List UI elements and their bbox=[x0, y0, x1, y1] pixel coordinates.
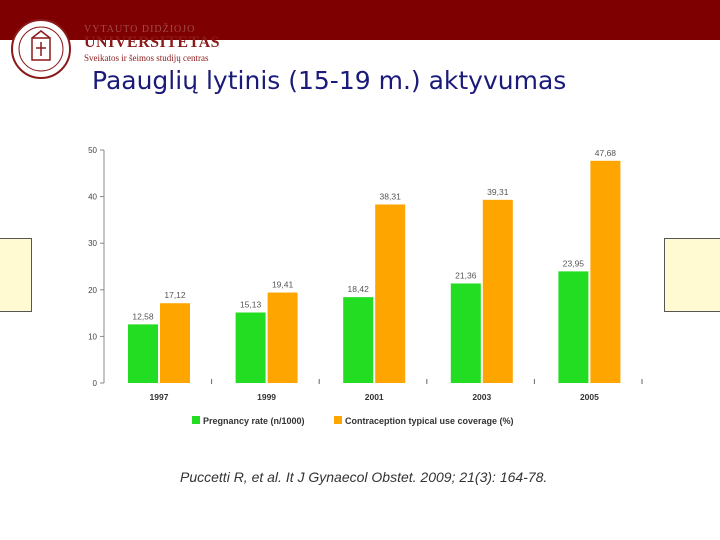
contraception-bar bbox=[160, 303, 190, 383]
pregnancy-bar bbox=[450, 283, 481, 383]
top-banner bbox=[0, 0, 720, 40]
pregnancy-value-label: 15,13 bbox=[240, 299, 262, 309]
university-wordmark: VYTAUTO DIDŽIOJO UNIVERSITETAS Sveikatos… bbox=[84, 24, 220, 63]
x-category-label: 2001 bbox=[365, 392, 384, 402]
contraception-bar bbox=[482, 199, 513, 383]
pregnancy-bar bbox=[128, 324, 158, 383]
legend-label-pregnancy: Pregnancy rate (n/1000) bbox=[203, 416, 305, 426]
contraception-value-label: 19,41 bbox=[272, 280, 294, 290]
pregnancy-bar bbox=[235, 312, 266, 383]
x-category-label: 2005 bbox=[580, 392, 599, 402]
legend-label-contraception: Contraception typical use coverage (%) bbox=[345, 416, 514, 426]
university-subtitle: Sveikatos ir šeimos studijų centras bbox=[84, 53, 209, 63]
y-tick-label: 50 bbox=[88, 146, 97, 155]
y-tick-label: 40 bbox=[88, 193, 97, 202]
citation: Puccetti R, et al. It J Gynaecol Obstet.… bbox=[180, 469, 548, 485]
contraception-bar bbox=[375, 204, 406, 383]
contraception-value-label: 39,31 bbox=[487, 187, 509, 197]
contraception-value-label: 47,68 bbox=[595, 148, 617, 158]
contraception-bar bbox=[590, 160, 621, 383]
university-top-line: VYTAUTO DIDŽIOJO bbox=[84, 24, 196, 35]
x-category-label: 2003 bbox=[472, 392, 491, 402]
pregnancy-value-label: 23,95 bbox=[563, 258, 585, 268]
x-category-label: 1997 bbox=[150, 392, 169, 402]
pregnancy-value-label: 21,36 bbox=[455, 270, 477, 280]
y-tick-label: 30 bbox=[88, 239, 97, 248]
x-category-label: 1999 bbox=[257, 392, 276, 402]
pregnancy-bar bbox=[343, 297, 374, 383]
contraception-bar bbox=[267, 292, 298, 383]
y-tick-label: 20 bbox=[88, 286, 97, 295]
legend-swatch-pregnancy bbox=[192, 416, 200, 424]
decorative-side-box-right bbox=[664, 238, 720, 312]
pregnancy-value-label: 12,58 bbox=[132, 311, 154, 321]
pregnancy-value-label: 18,42 bbox=[348, 284, 370, 294]
contraception-value-label: 17,12 bbox=[164, 290, 186, 300]
contraception-value-label: 38,31 bbox=[380, 191, 402, 201]
slide-title: Paauglių lytinis (15-19 m.) aktyvumas bbox=[92, 66, 567, 95]
university-seal-icon bbox=[11, 19, 71, 79]
bar-chart: 0 10 20 30 40 50 12,58 17,12 1997 15,13 19,41 1999 1… bbox=[88, 146, 643, 426]
decorative-side-box-left bbox=[0, 238, 32, 312]
pregnancy-bar bbox=[558, 271, 589, 383]
legend-swatch-contraception bbox=[334, 416, 342, 424]
y-tick-label: 0 bbox=[93, 379, 98, 388]
university-name: UNIVERSITETAS bbox=[84, 34, 221, 51]
y-tick-label: 10 bbox=[88, 332, 97, 341]
